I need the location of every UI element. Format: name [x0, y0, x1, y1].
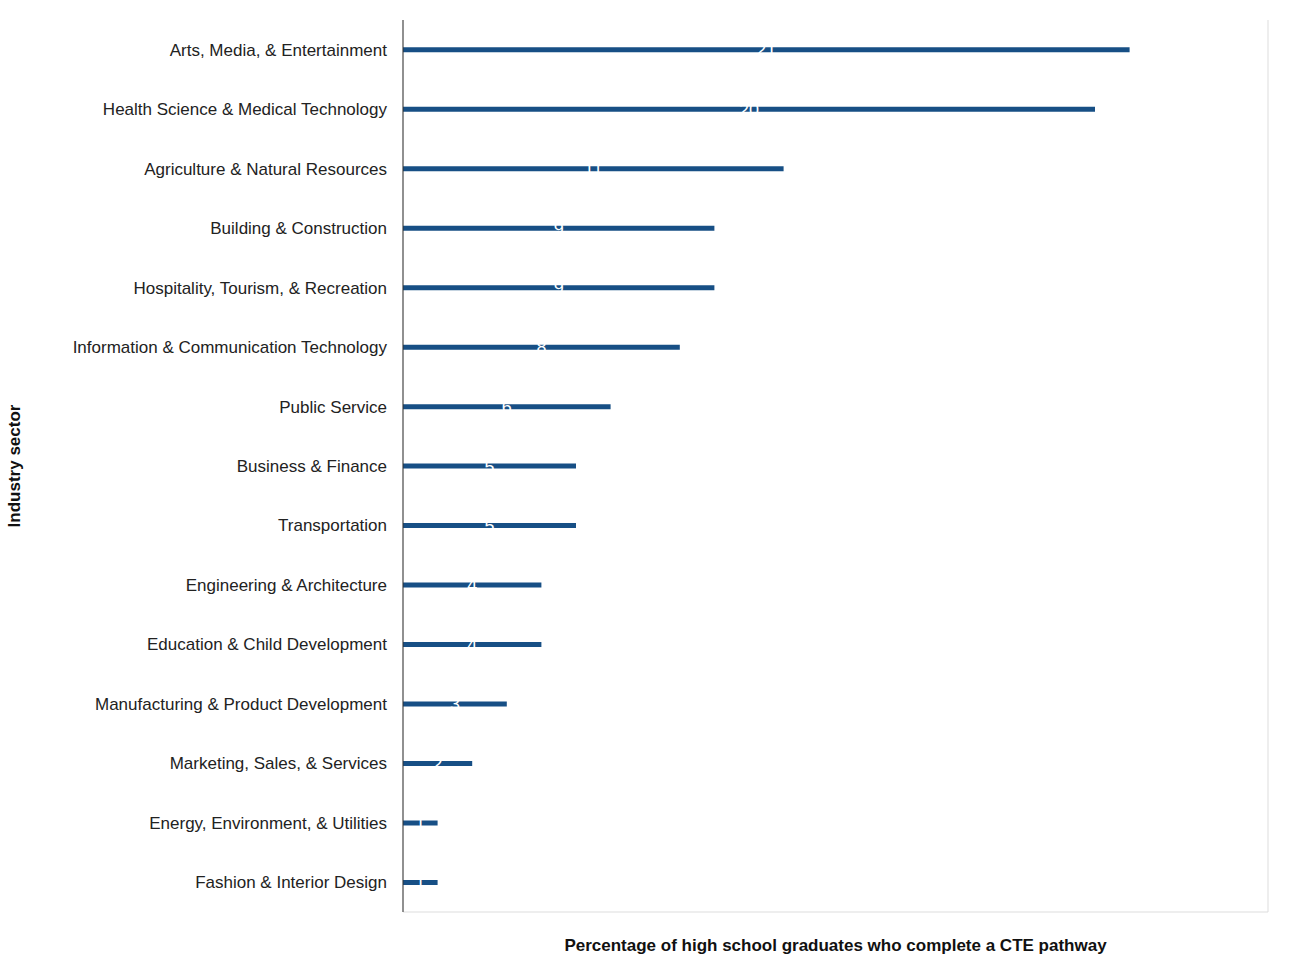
- svg-text:Percentage of high school grad: Percentage of high school graduates who …: [564, 936, 1107, 955]
- svg-text:9: 9: [554, 278, 564, 298]
- svg-text:5: 5: [484, 516, 494, 536]
- svg-text:4: 4: [467, 635, 477, 655]
- svg-text:Manufacturing & Product Develo: Manufacturing & Product Development: [95, 695, 387, 714]
- svg-text:9: 9: [554, 219, 564, 239]
- svg-text:Information & Communication Te: Information & Communication Technology: [73, 338, 388, 357]
- svg-text:Energy, Environment, & Utiliti: Energy, Environment, & Utilities: [149, 814, 387, 833]
- svg-text:Education & Child Development: Education & Child Development: [147, 635, 387, 654]
- svg-text:20: 20: [739, 100, 759, 120]
- svg-text:Engineering & Architecture: Engineering & Architecture: [186, 576, 387, 595]
- svg-text:Marketing, Sales, & Services: Marketing, Sales, & Services: [170, 754, 387, 773]
- svg-text:5: 5: [484, 457, 494, 477]
- svg-text:3: 3: [450, 694, 460, 714]
- svg-text:Public Service: Public Service: [279, 398, 387, 417]
- svg-text:Hospitality, Tourism, & Recrea: Hospitality, Tourism, & Recreation: [133, 279, 387, 298]
- svg-text:Fashion & Interior Design: Fashion & Interior Design: [195, 873, 387, 892]
- svg-text:8: 8: [536, 338, 546, 358]
- svg-text:21: 21: [756, 40, 776, 60]
- svg-text:6: 6: [502, 397, 512, 417]
- svg-text:11: 11: [584, 159, 603, 179]
- svg-text:Agriculture & Natural Resource: Agriculture & Natural Resources: [144, 160, 387, 179]
- svg-text:Arts, Media, & Entertainment: Arts, Media, & Entertainment: [170, 41, 388, 60]
- svg-text:Health Science & Medical Techn: Health Science & Medical Technology: [103, 100, 388, 119]
- svg-text:1: 1: [415, 873, 425, 893]
- svg-text:Industry sector: Industry sector: [8, 404, 24, 527]
- svg-text:Building & Construction: Building & Construction: [210, 219, 387, 238]
- svg-text:2: 2: [433, 754, 443, 774]
- svg-text:4: 4: [467, 575, 477, 595]
- svg-text:Transportation: Transportation: [278, 516, 387, 535]
- svg-text:Business & Finance: Business & Finance: [237, 457, 387, 476]
- svg-text:1: 1: [415, 813, 425, 833]
